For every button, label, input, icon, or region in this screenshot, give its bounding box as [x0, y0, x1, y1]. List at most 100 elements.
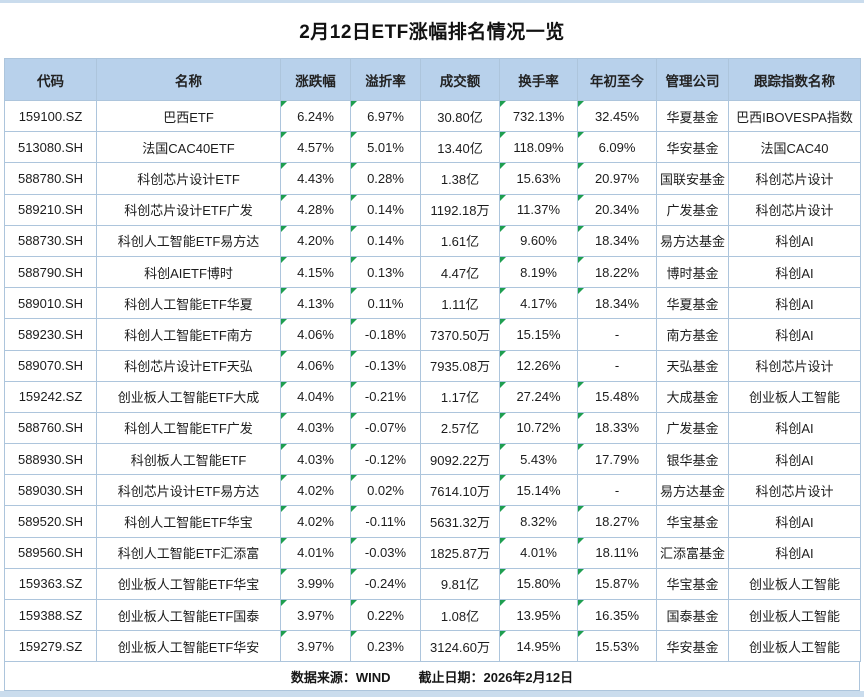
column-header-name: 名称	[96, 58, 281, 101]
table-cell: 创业板人工智能ETF大成	[96, 380, 281, 413]
cell-value: 15.63%	[516, 170, 561, 186]
cell-value: 6.24%	[297, 108, 334, 124]
cell-value: 18.33%	[594, 420, 640, 436]
cell-value: 科创AI	[775, 327, 814, 343]
cell-value: 30.80亿	[437, 109, 483, 125]
table-row: 159388.SZ 创业板人工智能ETF国泰 3.97% 0.22% 1.08亿 13.9…	[4, 598, 861, 632]
cell-value: 大成基金	[666, 390, 719, 406]
excel-flag-triangle-icon	[500, 195, 506, 201]
table-cell: 159388.SZ	[4, 598, 97, 632]
excel-flag-triangle-icon	[281, 319, 287, 326]
cell-value: 4.43%	[297, 170, 334, 186]
cell-value: 18.34%	[594, 233, 640, 249]
table-cell: 588730.SH	[4, 224, 97, 257]
table-cell: 1825.87万	[420, 536, 500, 569]
cell-value: 12.26%	[516, 358, 561, 374]
cell-value: 科创芯片设计ETF广发	[124, 203, 253, 219]
cell-value: 银华基金	[666, 452, 719, 468]
table-cell: 20.34%	[577, 193, 657, 226]
table-cell: 科创AIETF博时	[96, 255, 281, 289]
table-cell: 1.61亿	[420, 224, 500, 257]
table-cell: 9092.22万	[420, 443, 500, 476]
cell-value: 华夏基金	[666, 109, 719, 125]
cell-value: 9092.22万	[430, 452, 490, 468]
table-cell: -	[577, 349, 657, 382]
cell-value: 15.14%	[516, 482, 561, 498]
cell-value: 科创芯片设计ETF天弘	[124, 359, 253, 375]
table-cell: 3.99%	[280, 567, 351, 601]
cell-value: 1825.87万	[430, 546, 490, 562]
table-cell: 5.01%	[350, 131, 421, 164]
table-cell: 科创AI	[728, 224, 861, 257]
table-cell: 589010.SH	[4, 287, 97, 320]
column-header-ytd: 年初至今	[577, 58, 657, 101]
table-cell: 589560.SH	[4, 536, 97, 569]
table-cell: 科创芯片设计ETF天弘	[96, 349, 281, 382]
cell-value: 科创芯片设计	[755, 483, 834, 499]
cell-value: 科创AI	[775, 515, 814, 531]
top-edge-strip	[0, 0, 864, 3]
table-cell: 513080.SH	[4, 131, 97, 164]
table-cell: 4.06%	[280, 349, 351, 382]
excel-flag-triangle-icon	[281, 444, 287, 451]
cell-value: 4.01%	[520, 545, 557, 561]
table-row: 589030.SH 科创芯片设计ETF易方达 4.02% 0.02% 7614.10万 1…	[4, 474, 861, 507]
table-cell: 国联安基金	[656, 162, 729, 195]
cell-value: 588780.SH	[17, 170, 84, 186]
table-row: 513080.SH 法国CAC40ETF 4.57% 5.01% 13.40亿 118.0…	[4, 131, 861, 164]
table-cell: -0.18%	[350, 318, 421, 351]
table-cell: 法国CAC40ETF	[96, 131, 281, 164]
cell-value: 4.06%	[297, 358, 334, 374]
table-cell: 1192.18万	[420, 193, 500, 226]
excel-flag-triangle-icon	[351, 257, 357, 263]
table-cell: 4.15%	[280, 255, 351, 289]
excel-flag-triangle-icon	[500, 288, 506, 295]
table-cell: 创业板人工智能	[728, 630, 861, 663]
cell-value: 广发基金	[666, 421, 719, 437]
excel-flag-triangle-icon	[281, 506, 287, 513]
table-cell: 科创人工智能ETF华宝	[96, 505, 281, 538]
table-cell: 华夏基金	[656, 99, 729, 133]
cell-value: 南方基金	[666, 327, 719, 343]
table-cell: 4.57%	[280, 131, 351, 164]
cell-value: 华宝基金	[666, 577, 719, 593]
cell-value: 科创AI	[775, 234, 814, 250]
table-cell: 118.09%	[499, 131, 578, 164]
excel-flag-triangle-icon	[500, 444, 506, 451]
cell-value: 7370.50万	[430, 327, 490, 343]
cell-value: 1.17亿	[440, 390, 480, 406]
cell-value: 天弘基金	[666, 359, 719, 375]
table-cell: 18.22%	[577, 255, 657, 289]
cell-value: 创业板人工智能ETF华安	[117, 639, 260, 655]
table-cell: 10.72%	[499, 411, 578, 445]
cell-value: -0.03%	[364, 545, 407, 561]
table-cell: 4.47亿	[420, 255, 500, 289]
table-cell: 15.87%	[577, 567, 657, 601]
cell-value: 0.13%	[367, 264, 404, 280]
table-cell: 4.04%	[280, 380, 351, 413]
cell-value: -0.21%	[364, 389, 407, 405]
table-cell: 科创人工智能ETF广发	[96, 411, 281, 445]
table-cell: 18.34%	[577, 224, 657, 257]
table-row: 589210.SH 科创芯片设计ETF广发 4.28% 0.14% 1192.18万 11…	[4, 193, 861, 226]
table-cell: 32.45%	[577, 99, 657, 133]
excel-flag-triangle-icon	[500, 132, 506, 139]
table-cell: 4.13%	[280, 287, 351, 320]
table-cell: 9.81亿	[420, 567, 500, 601]
table-cell: 汇添富基金	[656, 536, 729, 569]
table-cell: 0.23%	[350, 630, 421, 663]
excel-flag-triangle-icon	[500, 600, 506, 606]
cell-value: 15.87%	[594, 576, 640, 592]
cell-value: 4.03%	[297, 451, 334, 467]
excel-flag-triangle-icon	[281, 382, 287, 388]
cell-value: 8.19%	[520, 264, 557, 280]
table-cell: 巴西IBOVESPA指数	[728, 99, 861, 133]
excel-flag-triangle-icon	[578, 132, 584, 139]
cell-value: -0.07%	[364, 420, 407, 436]
table-cell: 732.13%	[499, 99, 578, 133]
excel-flag-triangle-icon	[281, 413, 287, 419]
table-cell: 18.34%	[577, 287, 657, 320]
excel-flag-triangle-icon	[500, 163, 506, 170]
excel-flag-triangle-icon	[351, 538, 357, 544]
table-row: 589070.SH 科创芯片设计ETF天弘 4.06% -0.13% 7935.08万 1…	[4, 349, 861, 382]
